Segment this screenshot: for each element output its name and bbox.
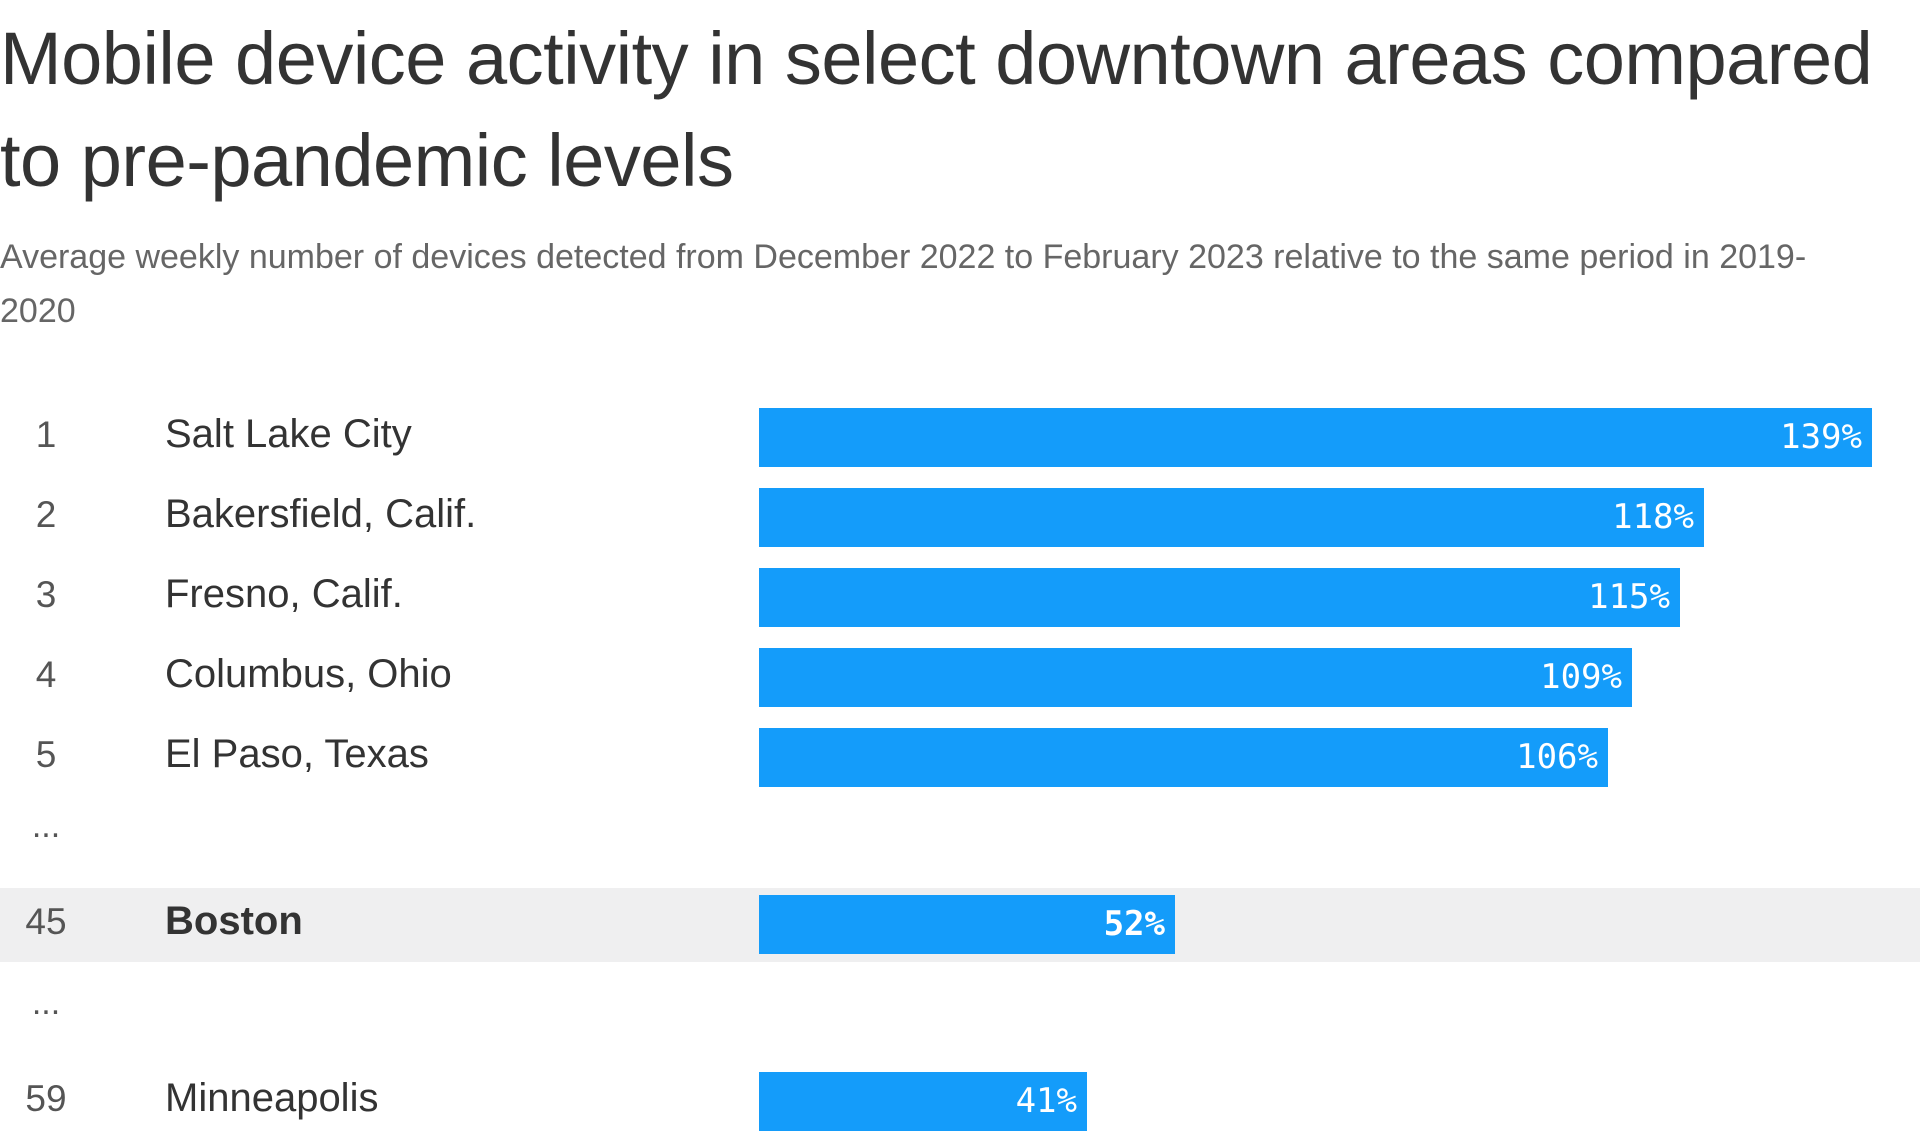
bar: 118% — [759, 488, 1704, 547]
bar-value-label: 109% — [1540, 657, 1622, 697]
chart-row: 59 Minneapolis 41% — [0, 1065, 1920, 1139]
bar: 115% — [759, 568, 1680, 627]
bar-value-label: 52% — [1103, 904, 1165, 944]
rank-label: 45 — [25, 900, 67, 942]
city-label: Fresno, Calif. — [165, 571, 403, 616]
bar-value-label: 41% — [1015, 1081, 1077, 1121]
chart-title: Mobile device activity in select downtow… — [0, 17, 1873, 202]
bar: 109% — [759, 648, 1632, 707]
city-label: Boston — [165, 898, 303, 943]
highlighted-row: 45 Boston 52% — [0, 887, 1920, 962]
bar-chart: 1 Salt Lake City 139% 2 Bakersfield, Calif. 1… — [0, 380, 1920, 1131]
city-label: Salt Lake City — [165, 411, 412, 456]
city-label: Bakersfield, Calif. — [165, 491, 477, 536]
bar-value-label: 139% — [1780, 417, 1862, 457]
chart-subtitle: Average weekly number of devices detecte… — [0, 238, 1807, 330]
chart-row: 2 Bakersfield, Calif. 118% — [0, 481, 1920, 555]
bar-value-label: 118% — [1612, 497, 1694, 537]
bar: 106% — [759, 728, 1608, 787]
city-label: Minneapolis — [165, 1075, 379, 1120]
rank-label: 5 — [35, 733, 57, 775]
rank-label: 1 — [35, 413, 57, 455]
chart-row: 4 Columbus, Ohio 109% — [0, 641, 1920, 715]
city-label: El Paso, Texas — [165, 731, 429, 776]
city-label: Columbus, Ohio — [165, 651, 452, 696]
chart-row: 1 Salt Lake City 139% — [0, 401, 1920, 475]
row-ellipsis: ... — [31, 807, 61, 845]
chart-row: 5 El Paso, Texas 106% — [0, 721, 1920, 795]
bar: 52% — [759, 895, 1175, 954]
row-ellipsis: ... — [31, 984, 61, 1022]
rank-label: 2 — [35, 493, 57, 535]
bar: 41% — [759, 1072, 1087, 1131]
bar-value-label: 106% — [1516, 737, 1598, 777]
chart-row: 3 Fresno, Calif. 115% — [0, 561, 1920, 635]
bar: 139% — [759, 408, 1872, 467]
bar-value-label: 115% — [1588, 577, 1670, 617]
rank-label: 3 — [35, 573, 57, 615]
rank-label: 59 — [25, 1077, 67, 1119]
rank-label: 4 — [35, 653, 57, 695]
